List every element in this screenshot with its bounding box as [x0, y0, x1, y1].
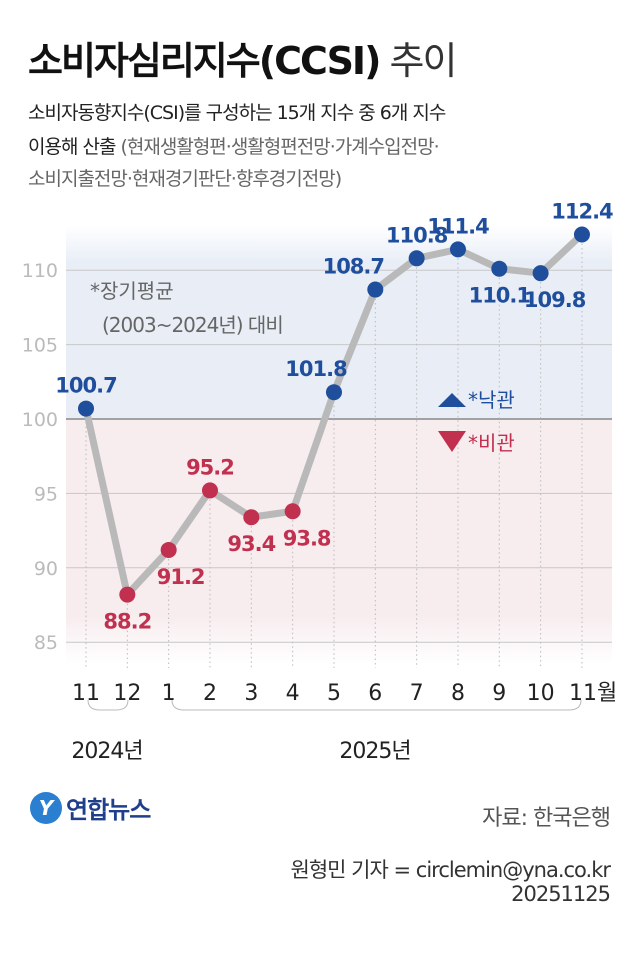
source: 자료: 한국은행 — [482, 806, 611, 831]
subtitle-line2: 이용해 산출 (현재생활형편·생활형편전망·가계수입전망· — [28, 136, 440, 158]
data-label: 110.1 — [469, 284, 531, 308]
y-tick-label: 90 — [34, 558, 58, 580]
data-label: 100.7 — [55, 374, 116, 398]
subtitle-line1: 소비자동향지수(CSI)를 구성하는 15개 지수 중 6개 지수 — [28, 102, 446, 124]
x-tick-label: 11 — [72, 681, 100, 706]
data-point — [160, 541, 177, 558]
x-tick-label: 12 — [113, 681, 141, 706]
y-tick-label: 95 — [34, 483, 58, 505]
data-point — [284, 503, 301, 520]
x-tick-label: 4 — [286, 681, 300, 706]
data-point — [449, 241, 466, 258]
x-tick-label: 1 — [162, 681, 176, 706]
data-point — [201, 482, 218, 499]
triangle-down-icon — [438, 431, 466, 452]
legend-pessimism: *비관 — [468, 431, 515, 455]
data-label: 112.4 — [551, 199, 613, 223]
bracket-2025 — [171, 699, 582, 711]
data-label: 110.8 — [386, 223, 448, 247]
y-tick-label: 105 — [22, 335, 58, 357]
x-tick-label: 3 — [244, 681, 258, 706]
triangle-up-icon — [438, 393, 466, 407]
data-point — [367, 281, 384, 298]
annotation-line1: *장기평균 — [90, 279, 174, 303]
data-label: 108.7 — [323, 255, 384, 279]
yonhap-logo: Y 연합뉴스 — [30, 790, 151, 825]
data-point — [243, 509, 260, 526]
data-point — [573, 226, 590, 243]
year-label-2025: 2025년 — [339, 739, 410, 764]
y-tick-label: 100 — [22, 409, 58, 431]
x-tick-label: 11월 — [569, 681, 617, 706]
x-tick-label: 6 — [368, 681, 382, 706]
annotation-line2: (2003~2024년) 대비 — [102, 313, 283, 337]
data-point — [78, 400, 94, 417]
x-tick-label: 10 — [527, 681, 555, 706]
y-tick-label: 110 — [22, 260, 58, 282]
data-label: 95.2 — [186, 455, 234, 479]
data-label: 93.8 — [283, 526, 331, 550]
below-baseline-region — [66, 419, 612, 664]
data-label: 93.4 — [227, 532, 275, 556]
credit: 원형민 기자 = circlemin@yna.co.kr 20251125 — [290, 858, 611, 906]
y-tick-label: 85 — [34, 632, 58, 654]
data-point — [532, 265, 549, 282]
data-label: 109.8 — [524, 288, 586, 312]
bracket-2024 — [87, 699, 129, 711]
x-tick-label: 2 — [203, 681, 217, 706]
logo-icon: Y — [30, 791, 62, 824]
x-tick-label: 9 — [492, 681, 506, 706]
data-label: 101.8 — [285, 357, 347, 381]
chart-title: 소비자심리지수(CCSI) 추이 — [28, 39, 457, 83]
data-point — [325, 384, 342, 401]
data-point — [119, 586, 136, 603]
data-label: 91.2 — [157, 565, 205, 589]
data-point — [408, 250, 425, 267]
x-tick-label: 5 — [327, 681, 341, 706]
data-point — [491, 260, 508, 277]
x-tick-label: 7 — [410, 681, 424, 706]
year-label-2024: 2024년 — [71, 739, 142, 764]
data-label: 111.4 — [427, 214, 489, 238]
subtitle-line3: 소비지출전망·현재경기판단·향후경기전망) — [28, 168, 342, 190]
data-label: 88.2 — [103, 610, 151, 634]
x-tick-label: 8 — [451, 681, 465, 706]
legend-optimism: *낙관 — [468, 388, 515, 412]
